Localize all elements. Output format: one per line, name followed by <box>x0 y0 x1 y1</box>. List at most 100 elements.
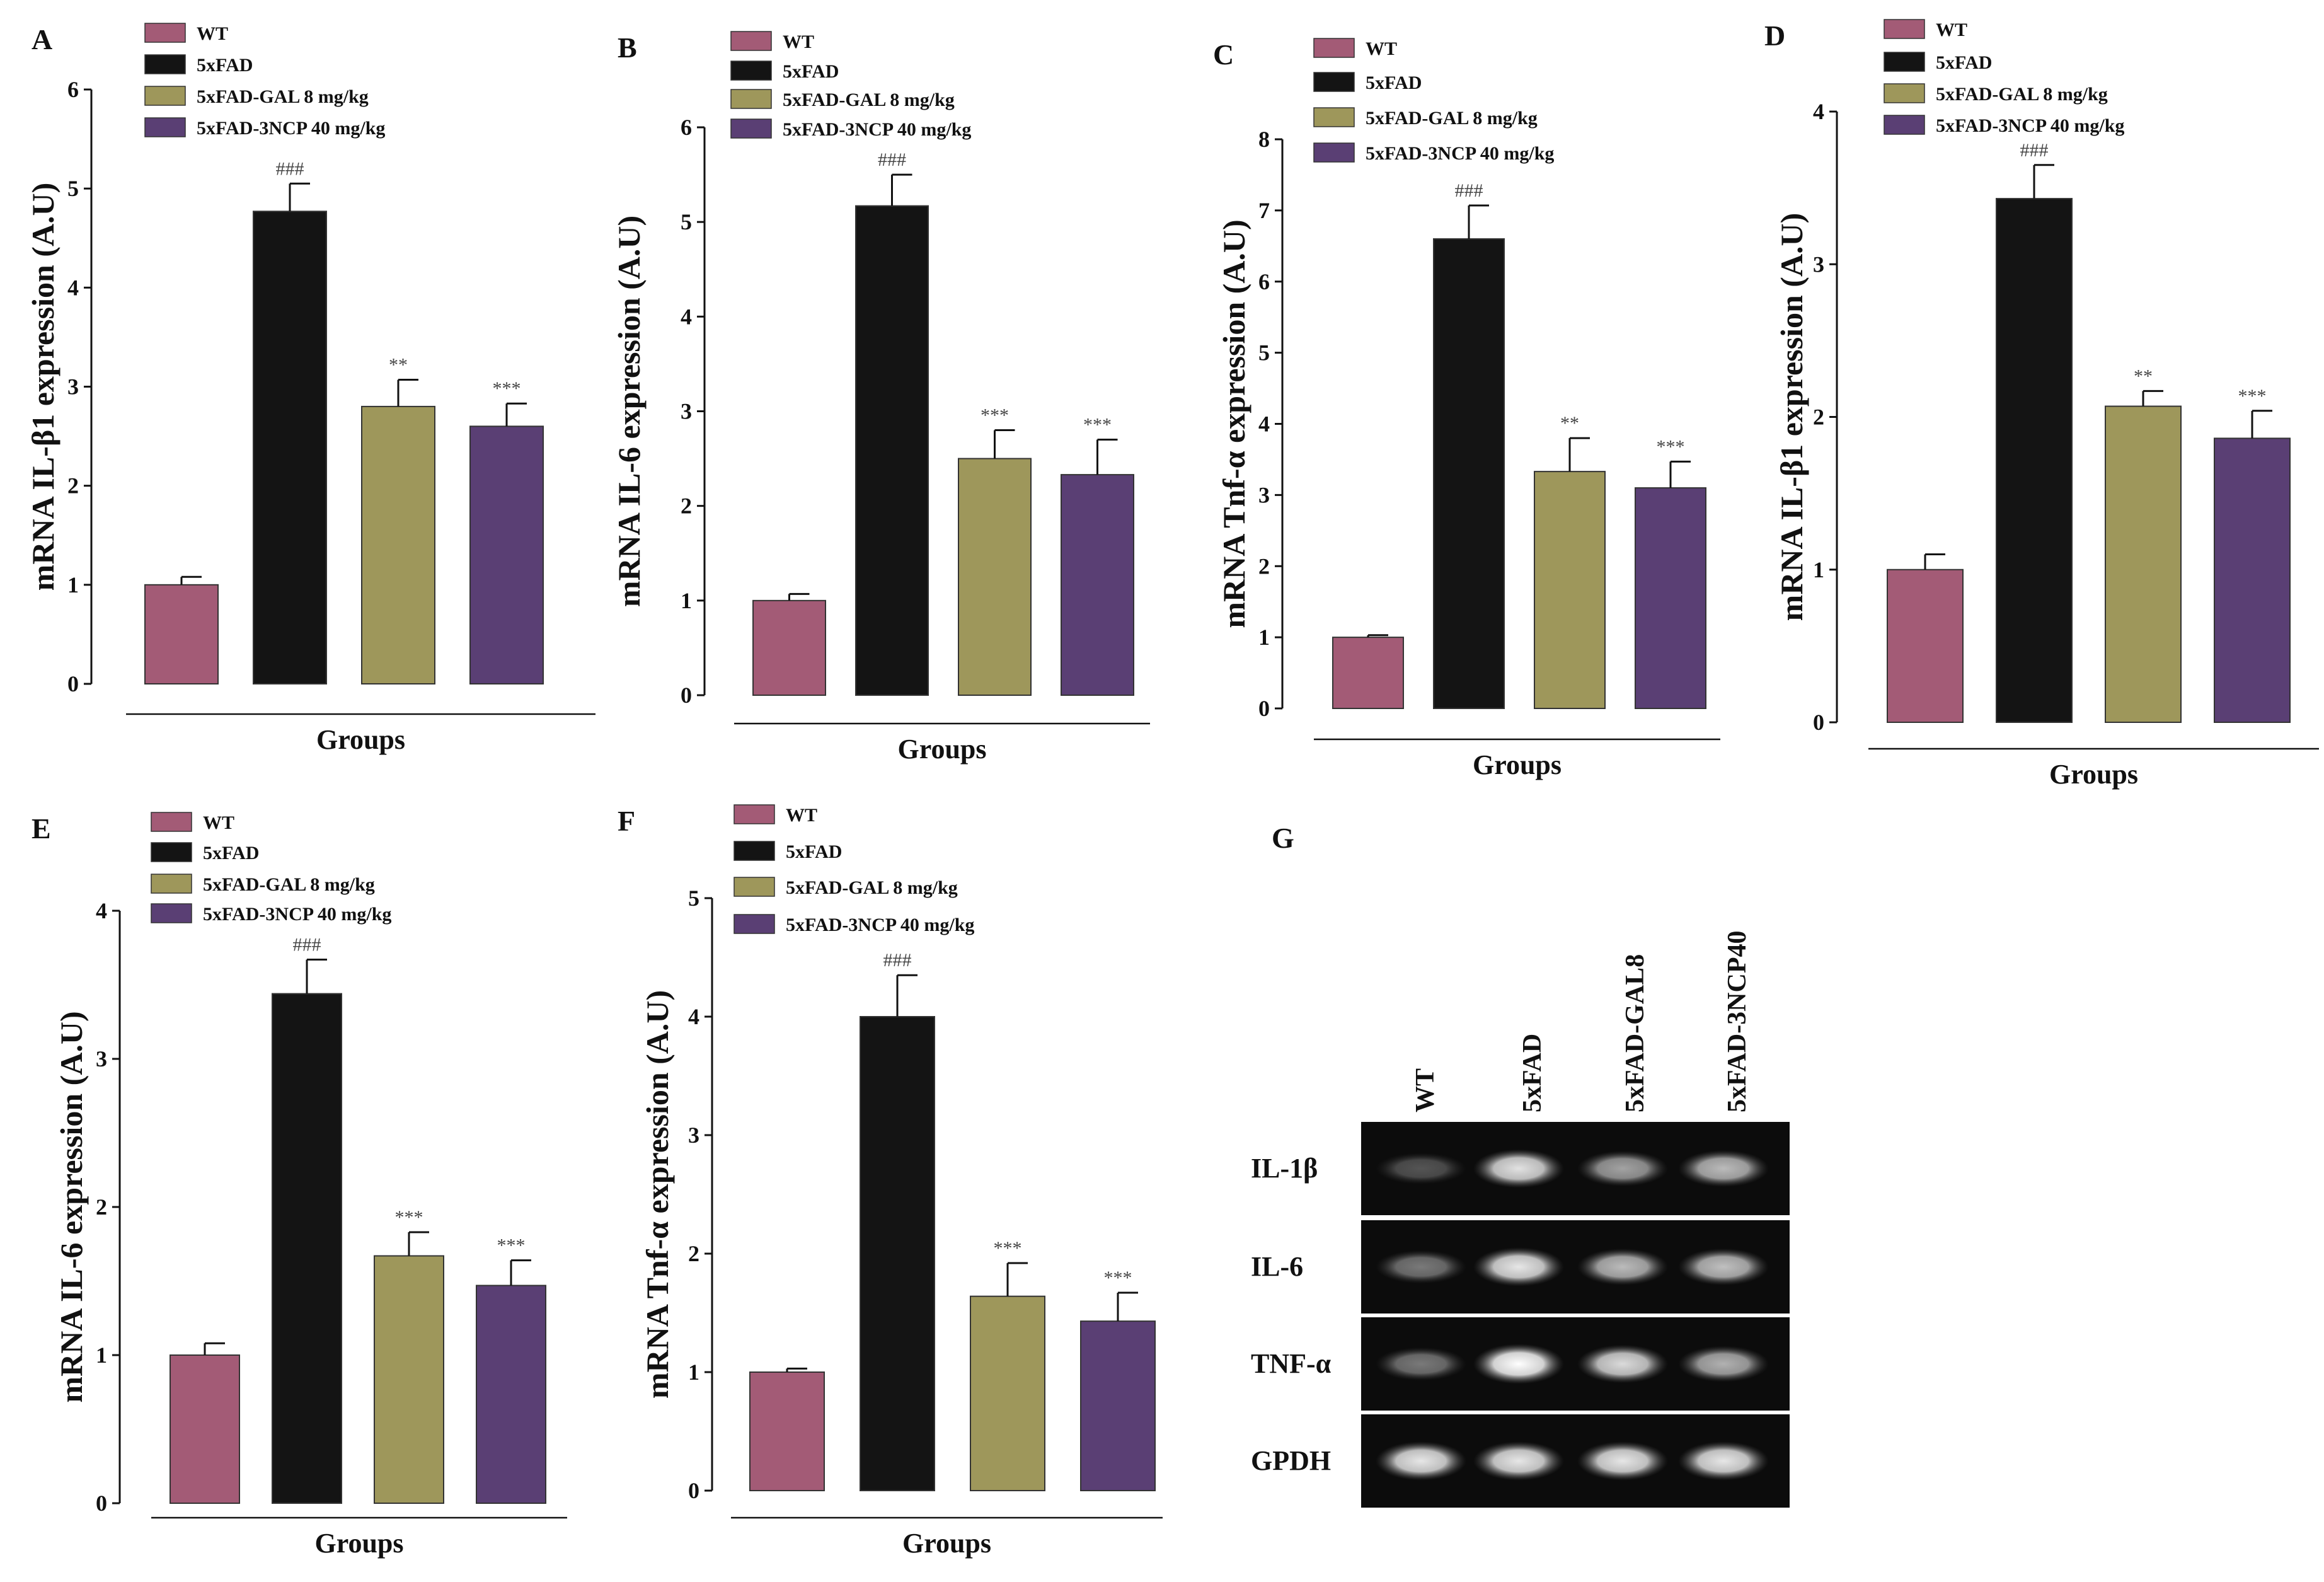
x-axis-label: Groups <box>902 1528 991 1559</box>
gel-lane-label: WT <box>1411 1068 1440 1112</box>
gel-band <box>1577 1344 1668 1383</box>
legend-label: 5xFAD <box>1366 72 1422 93</box>
chart-panel-c: C WT 5xFAD 5xFAD-GAL 8 mg/kg 5xFAD-3NCP 40 m… <box>1213 38 1720 780</box>
gel-panel-g: G WT 5xFAD 5xFAD-GAL8 5xFAD-3NCP40 IL-1β IL-6 T… <box>1251 822 1790 1508</box>
significance-mark: *** <box>497 1235 526 1256</box>
legend-swatch <box>1313 142 1355 163</box>
legend-swatch <box>1884 19 1925 39</box>
y-tick-label: 5 <box>688 886 699 911</box>
significance-mark: *** <box>981 405 1009 426</box>
y-axis-label: mRNA IL-β1 expression (A.U) <box>1774 213 1809 621</box>
panel-label: D <box>1764 20 1785 52</box>
y-tick-label: 0 <box>1813 710 1824 735</box>
y-tick-label: 0 <box>681 683 692 708</box>
x-axis-label: Groups <box>1473 749 1562 780</box>
gel-band <box>1678 1441 1769 1481</box>
bar-5xfad <box>1996 198 2073 723</box>
y-tick-label: 4 <box>681 304 692 329</box>
gel-band <box>1376 1441 1466 1481</box>
legend-label: WT <box>786 805 817 826</box>
legend-label: WT <box>783 32 814 52</box>
y-axis-label: mRNA IL-6 expression (A.U) <box>611 216 647 607</box>
y-tick-label: 4 <box>1813 99 1824 124</box>
legend-label: 5xFAD-GAL 8 mg/kg <box>783 89 955 110</box>
significance-mark: *** <box>1083 415 1112 436</box>
bar-5xfad-gal-8-mg-kg <box>1534 471 1606 709</box>
y-tick-label: 3 <box>96 1046 107 1071</box>
significance-mark: *** <box>2238 386 2267 407</box>
significance-mark: ### <box>878 149 906 170</box>
bar-5xfad <box>253 211 327 684</box>
legend-label: WT <box>1366 38 1397 59</box>
legend-swatch <box>733 804 775 824</box>
y-tick-label: 4 <box>67 275 79 300</box>
legend-swatch <box>151 874 192 894</box>
chart-panel-d: D WT 5xFAD 5xFAD-GAL 8 mg/kg 5xFAD-3NCP 40 m… <box>1764 19 2319 790</box>
y-tick-label: 2 <box>96 1194 107 1220</box>
bar-5xfad-3ncp-40-mg-kg <box>1080 1320 1156 1491</box>
legend-swatch <box>1313 107 1355 127</box>
legend-swatch <box>144 86 186 106</box>
bar-wt <box>144 584 219 684</box>
chart-panel-e: E WT 5xFAD 5xFAD-GAL 8 mg/kg 5xFAD-3NCP 40 m… <box>32 812 567 1559</box>
y-axis-label: mRNA IL-6 expression (A.U) <box>54 1011 89 1402</box>
bar-5xfad-gal-8-mg-kg <box>2105 405 2182 723</box>
y-tick-label: 2 <box>67 473 79 499</box>
y-tick-label: 0 <box>688 1478 699 1503</box>
y-tick-label: 3 <box>681 399 692 424</box>
x-axis-label: Groups <box>316 724 405 755</box>
bar-5xfad <box>860 1016 935 1491</box>
legend-swatch <box>733 841 775 861</box>
bar-5xfad-3ncp-40-mg-kg <box>2214 437 2291 723</box>
y-tick-label: 1 <box>688 1360 699 1385</box>
panel-label: F <box>618 805 635 837</box>
bar-5xfad-gal-8-mg-kg <box>970 1295 1045 1491</box>
legend-swatch <box>151 903 192 923</box>
legend-label: 5xFAD <box>786 841 842 862</box>
y-tick-label: 1 <box>1258 625 1270 650</box>
legend-label: WT <box>197 23 228 44</box>
y-tick-label: 6 <box>1258 269 1270 294</box>
gel-band <box>1577 1441 1668 1481</box>
panel-label: E <box>32 812 51 845</box>
legend-label: WT <box>203 812 234 833</box>
significance-mark: *** <box>395 1207 423 1228</box>
significance-mark: ### <box>293 935 321 956</box>
gel-row-label: IL-6 <box>1251 1251 1303 1282</box>
legend-swatch <box>733 914 775 934</box>
y-tick-label: 1 <box>96 1342 107 1368</box>
y-tick-label: 2 <box>688 1241 699 1266</box>
legend-label: WT <box>1936 20 1967 40</box>
legend-label: 5xFAD-GAL 8 mg/kg <box>1366 108 1538 129</box>
y-tick-label: 1 <box>67 572 79 598</box>
y-tick-label: 3 <box>1258 482 1270 507</box>
legend-swatch <box>151 812 192 832</box>
significance-mark: ** <box>389 354 408 375</box>
gel-band <box>1577 1150 1668 1187</box>
gel-row-label: TNF-α <box>1251 1348 1332 1379</box>
legend-swatch <box>144 117 186 137</box>
legend-label: 5xFAD-3NCP 40 mg/kg <box>1366 143 1554 164</box>
legend-swatch <box>1313 38 1355 58</box>
gel-band <box>1678 1150 1769 1187</box>
panel-label: G <box>1272 822 1294 854</box>
gel-band <box>1376 1250 1466 1284</box>
legend-label: 5xFAD-3NCP 40 mg/kg <box>197 118 385 139</box>
panel-label: A <box>32 23 52 55</box>
y-tick-label: 3 <box>1813 251 1824 277</box>
significance-mark: ### <box>276 158 304 179</box>
y-tick-label: 2 <box>1813 405 1824 430</box>
legend-swatch <box>151 842 192 862</box>
bar-5xfad-gal-8-mg-kg <box>374 1255 444 1504</box>
legend-swatch <box>1884 115 1925 135</box>
legend-label: 5xFAD <box>783 61 839 82</box>
y-tick-label: 3 <box>688 1123 699 1148</box>
bar-5xfad-gal-8-mg-kg <box>361 405 435 685</box>
significance-mark: ** <box>2134 366 2153 386</box>
legend-swatch <box>733 877 775 897</box>
panel-label: C <box>1213 38 1234 71</box>
chart-panel-b: B WT 5xFAD 5xFAD-GAL 8 mg/kg 5xFAD-3NCP 40 m… <box>611 31 1150 765</box>
panel-label: B <box>618 32 637 64</box>
legend-label: 5xFAD-GAL 8 mg/kg <box>197 86 369 107</box>
